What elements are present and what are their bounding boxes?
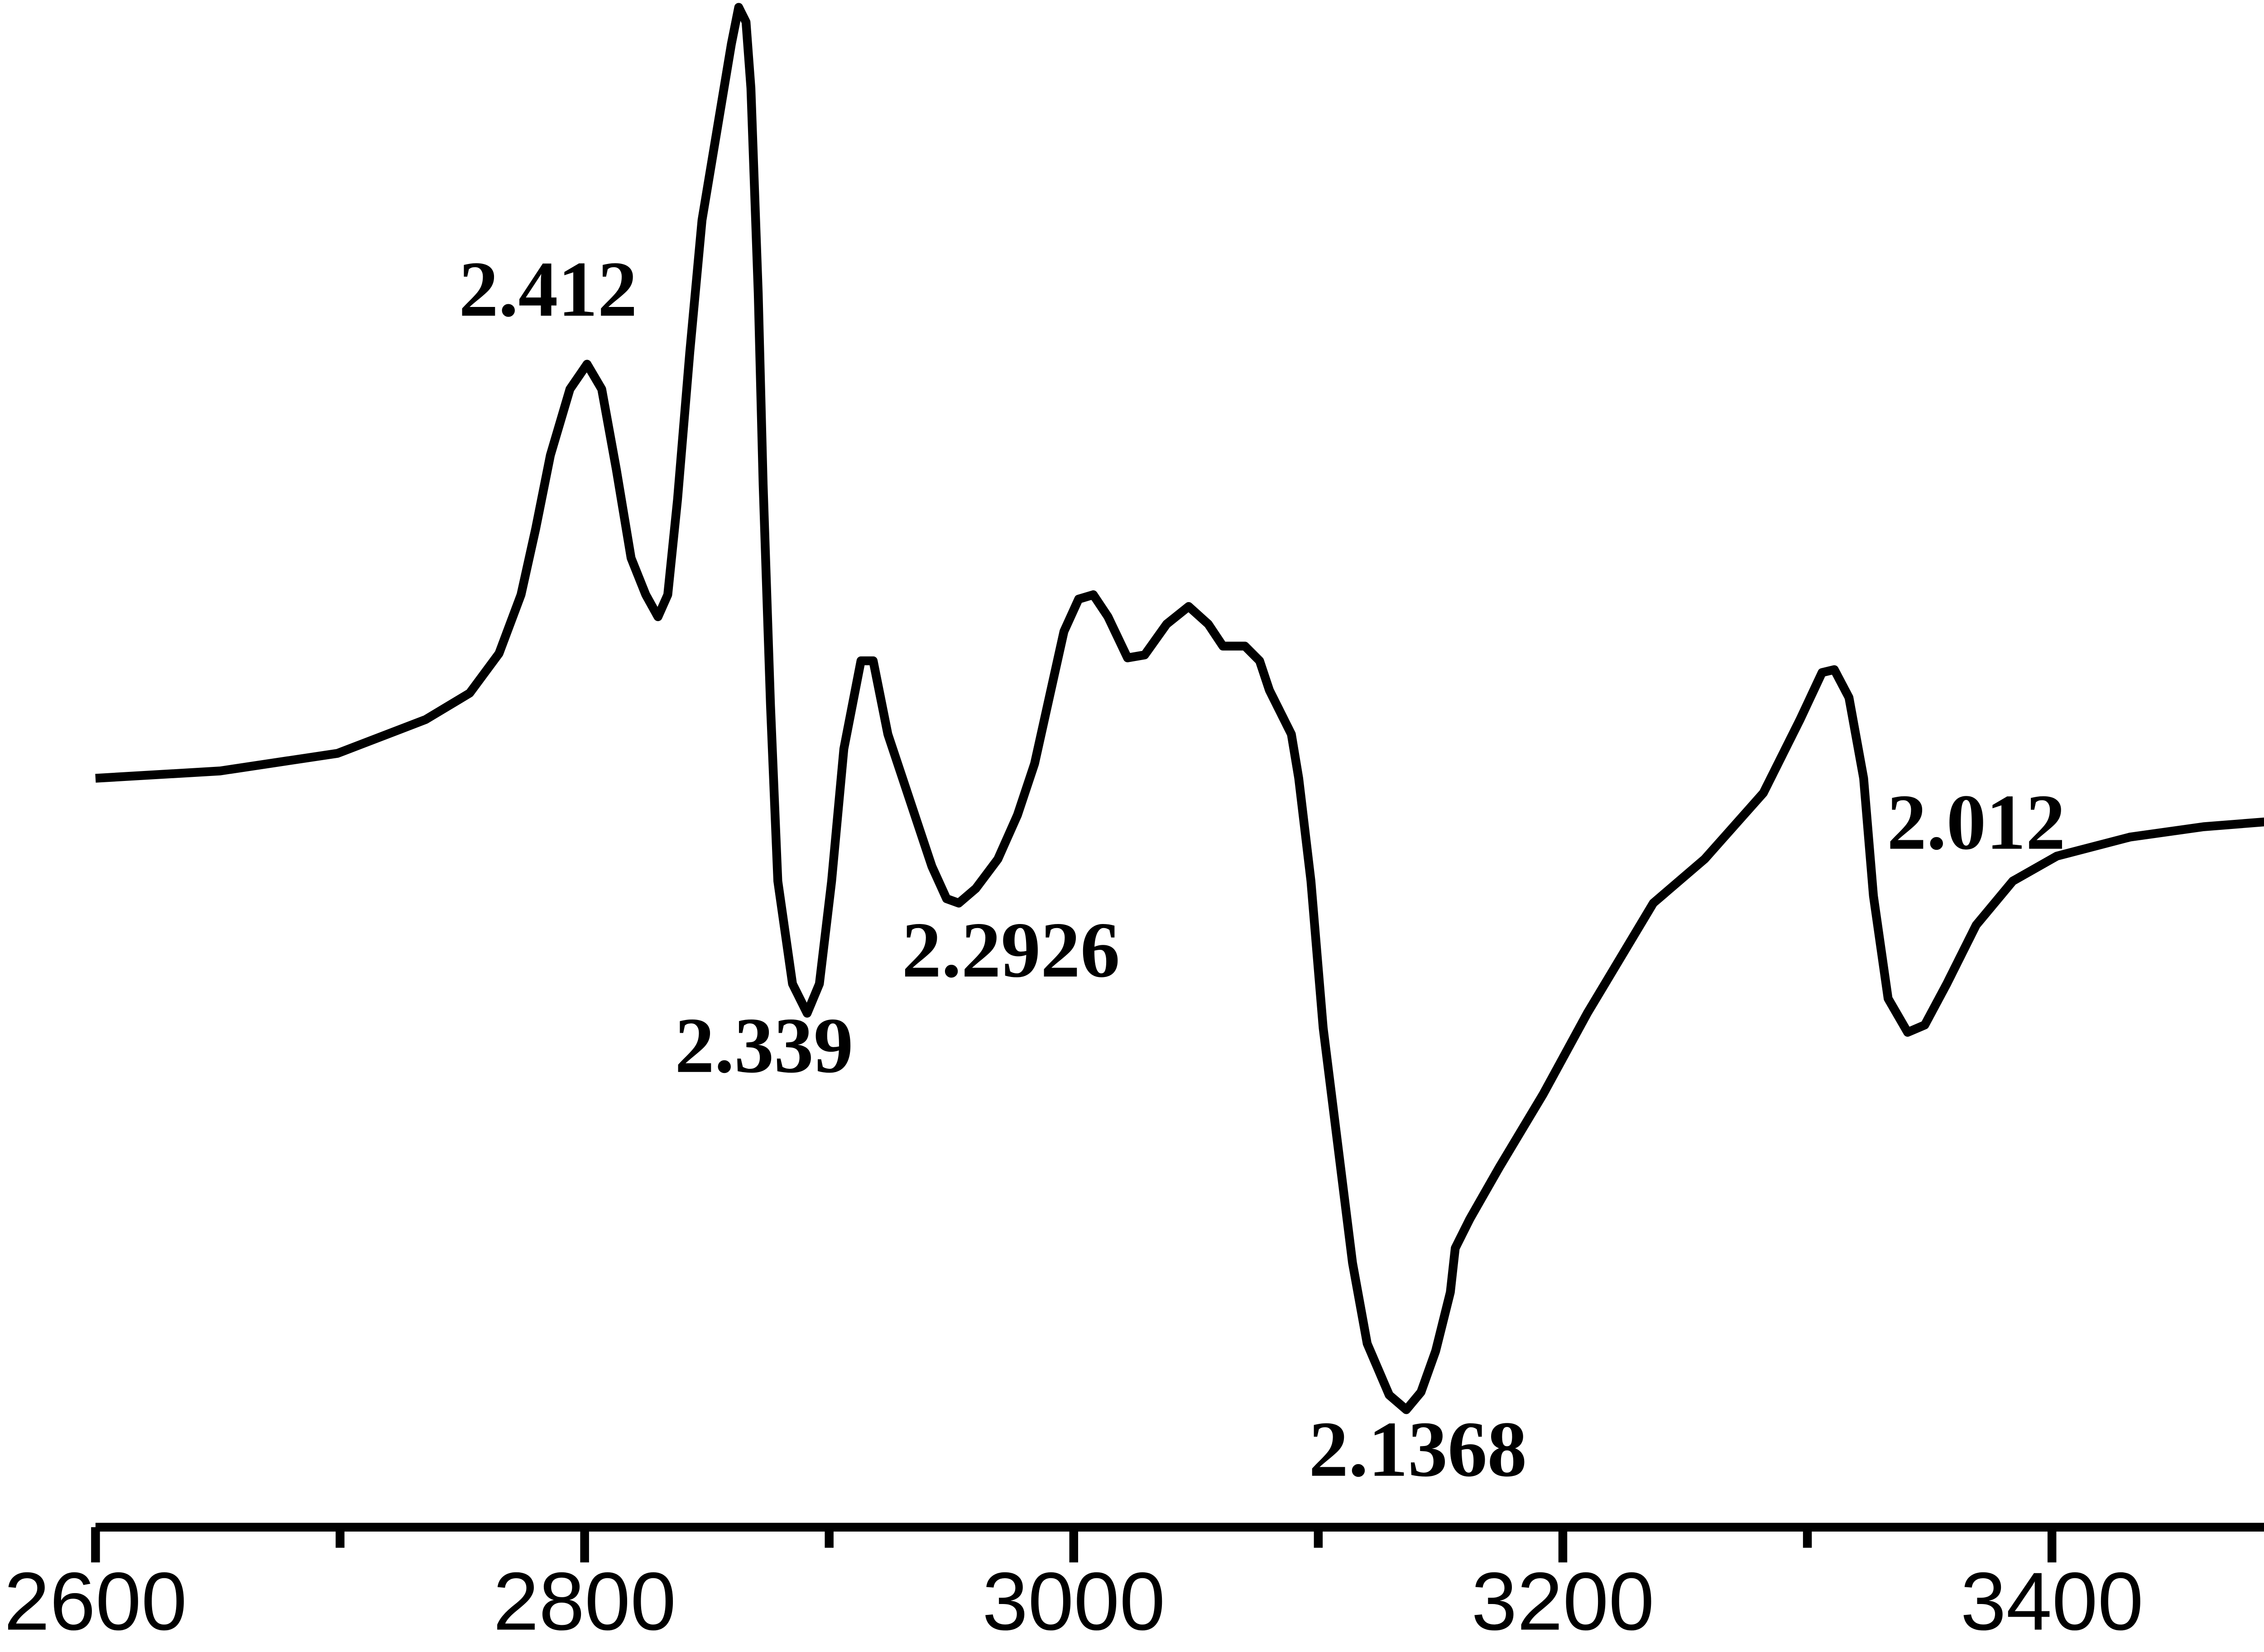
x-tick-label: 3400 [1961, 1556, 2144, 1647]
peak-annotation: 2.1368 [1309, 1405, 1527, 1493]
peak-annotation: 2.339 [675, 1001, 853, 1089]
x-tick-label: 2800 [493, 1556, 676, 1647]
x-tick-label: 2600 [4, 1556, 187, 1647]
spectrum-line [95, 3, 2264, 1414]
peak-annotation: 2.412 [459, 245, 637, 333]
x-tick-label: 3000 [982, 1556, 1165, 1647]
peak-annotation: 2.012 [1887, 778, 2065, 866]
x-tick-label: 3200 [1471, 1556, 1654, 1647]
peak-annotation: 2.2926 [902, 906, 1120, 994]
